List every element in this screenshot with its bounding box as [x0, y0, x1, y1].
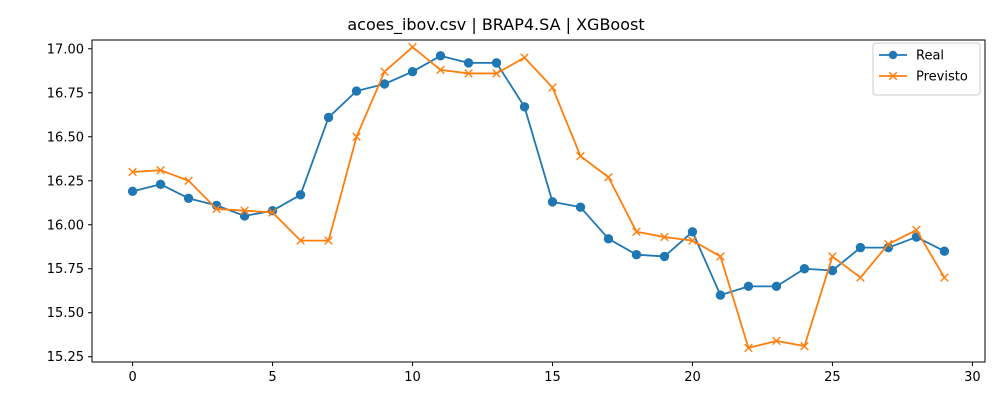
- plot-frame: [91, 39, 986, 363]
- legend-entry: Previsto: [879, 70, 968, 85]
- data-point: [463, 58, 474, 68]
- data-point: [884, 239, 893, 249]
- data-point: [379, 79, 390, 89]
- data-point: [547, 197, 558, 207]
- data-point: [604, 172, 613, 182]
- data-point: [351, 86, 362, 96]
- data-point: [799, 264, 810, 274]
- data-point: [127, 186, 138, 197]
- series-line: [132, 46, 946, 349]
- data-point: [771, 281, 782, 292]
- data-point: [716, 252, 725, 261]
- data-point: [772, 336, 781, 346]
- data-point: [575, 202, 586, 212]
- data-point: [631, 249, 642, 260]
- data-point: [324, 236, 333, 245]
- data-point: [183, 193, 194, 204]
- data-point: [408, 42, 417, 52]
- data-point: [520, 53, 529, 62]
- x-tick-label: 10: [404, 370, 421, 385]
- data-point: [940, 273, 949, 282]
- data-point: [464, 69, 473, 78]
- legend-label: Previsto: [916, 70, 968, 85]
- data-point: [855, 242, 866, 253]
- y-tick-label: 15.25: [47, 350, 84, 365]
- chart-title: acoes_ibov.csv | BRAP4.SA | XGBoost: [347, 15, 644, 35]
- y-tick-label: 15.75: [47, 262, 84, 277]
- data-point: [744, 343, 753, 353]
- data-point: [239, 211, 250, 221]
- data-point: [128, 167, 137, 177]
- legend: Real Previsto: [872, 42, 981, 96]
- data-point: [856, 273, 865, 282]
- data-point: [156, 165, 165, 175]
- data-point: [491, 58, 502, 68]
- axes: 0 5 10 15 20 25 30 15.25 15.50 15.75 16.00 16.25 16.…: [47, 39, 986, 385]
- data-point: [939, 246, 950, 256]
- data-point: [212, 204, 221, 214]
- x-tick-label: 20: [684, 370, 701, 385]
- data-point: [436, 65, 445, 75]
- series-layer: [127, 42, 950, 353]
- y-tick-label: 16.00: [47, 218, 84, 233]
- data-point: [407, 66, 418, 77]
- data-point: [155, 179, 166, 189]
- data-point: [660, 232, 669, 242]
- x-tick-label: 5: [268, 370, 276, 385]
- y-tick-label: 16.75: [47, 86, 84, 101]
- legend-marker: [888, 50, 898, 60]
- data-point: [380, 67, 389, 76]
- legend-entry: Real: [879, 49, 944, 64]
- x-tick-label: 25: [824, 370, 841, 385]
- data-point: [603, 234, 614, 244]
- series-line: [132, 54, 945, 297]
- y-tick-label: 15.50: [47, 306, 84, 321]
- data-point: [576, 151, 585, 161]
- data-point: [743, 281, 754, 292]
- x-tick-label: 30: [964, 370, 981, 385]
- data-point: [296, 236, 305, 245]
- data-point: [715, 290, 726, 300]
- y-tick-label: 16.25: [47, 174, 84, 189]
- x-tick-label: 15: [544, 370, 561, 385]
- data-point: [800, 341, 809, 351]
- data-point: [688, 236, 697, 245]
- data-point: [828, 252, 837, 261]
- data-point: [632, 227, 641, 237]
- data-point: [268, 208, 277, 217]
- data-point: [519, 102, 530, 112]
- series-previsto: [128, 42, 949, 353]
- data-point: [492, 69, 501, 78]
- data-point: [912, 225, 921, 235]
- data-point: [352, 132, 361, 142]
- legend-label: Real: [916, 49, 944, 64]
- legend-marker: [888, 71, 898, 81]
- data-point: [548, 83, 557, 92]
- data-point: [295, 190, 306, 200]
- x-tick-label: 0: [128, 370, 136, 385]
- legend-box: [872, 42, 981, 96]
- y-tick-label: 16.50: [47, 130, 84, 145]
- data-point: [184, 176, 193, 186]
- data-point: [687, 227, 698, 237]
- y-tick-label: 17.00: [47, 42, 84, 57]
- data-point: [323, 112, 334, 123]
- series-real: [127, 51, 950, 300]
- data-point: [659, 251, 670, 262]
- data-point: [240, 206, 249, 215]
- data-point: [435, 51, 446, 61]
